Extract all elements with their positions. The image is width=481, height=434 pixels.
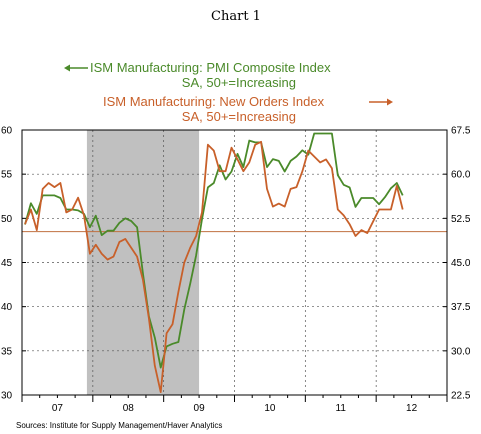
legend-new-orders-label: ISM Manufacturing: New Orders Index [103,94,325,109]
legend-right-arrow-icon [369,98,393,106]
legend-new-orders: ISM Manufacturing: New Orders Index SA, … [103,94,393,124]
series-line-pmi [24,132,404,369]
chart-title: Chart 1 [211,9,261,24]
y-right-tick-label: 22.5 [451,391,471,402]
x-tick-label: 09 [194,403,206,414]
y-left-tick-label: 55 [1,170,13,181]
x-tick-label: 10 [264,403,276,414]
y-left-tick-label: 30 [1,391,13,402]
plot-area: 60 55 50 45 40 35 30 67.5 60.0 52.5 45.0 37.5 30.0 22… [1,126,471,415]
series-line-new-orders [24,140,404,393]
legend-pmi: ISM Manufacturing: PMI Composite Index S… [64,60,331,90]
source-note: Sources: Institute for Supply Management… [16,421,222,430]
legend-pmi-label: ISM Manufacturing: PMI Composite Index [90,60,331,75]
x-tick-label: 07 [52,403,64,414]
x-tick-label: 12 [406,403,418,414]
y-right-tick-label: 37.5 [451,302,471,313]
y-left-tick-label: 60 [1,126,13,137]
y-left-tick-label: 45 [1,258,13,269]
legend-left-arrow-icon [64,64,88,72]
legend: ISM Manufacturing: PMI Composite Index S… [64,60,393,124]
x-tick-label: 11 [336,403,347,414]
x-tick-label: 08 [123,403,135,414]
y-left-tick-label: 50 [1,214,13,225]
y-right-tick-label: 45.0 [451,258,471,269]
y-right-tick-label: 52.5 [451,214,471,225]
y-left-tick-label: 35 [1,346,13,357]
y-right-tick-label: 67.5 [451,126,471,137]
y-right-tick-label: 60.0 [451,170,471,181]
legend-pmi-sublabel: SA, 50+=Increasing [182,75,296,90]
y-right-tick-label: 30.0 [451,346,471,357]
y-left-tick-label: 40 [1,302,13,313]
legend-new-orders-sublabel: SA, 50+=Increasing [182,109,296,124]
